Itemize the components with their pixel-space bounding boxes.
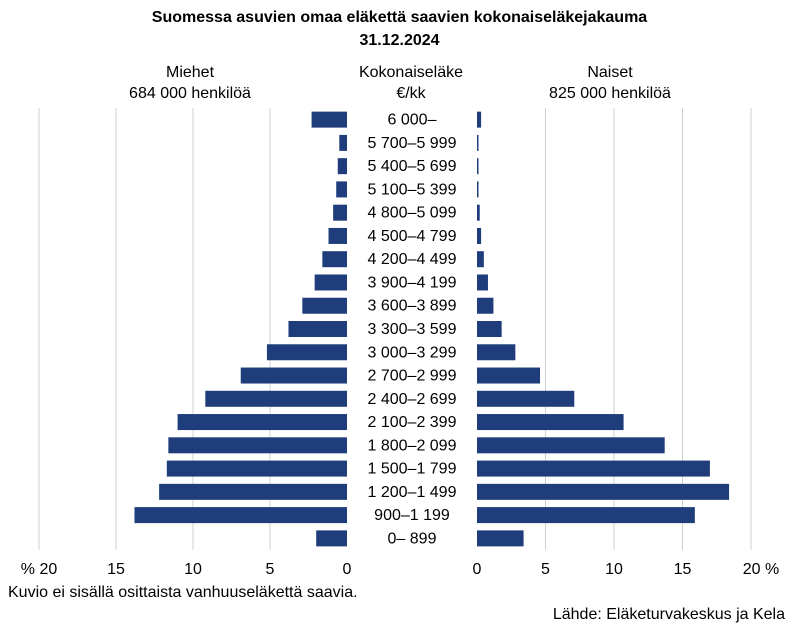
category-label: 4 500–4 799 [368, 228, 457, 245]
bar-miehet [205, 390, 347, 407]
bar-miehet [159, 483, 347, 500]
left-axis-tick: 0 [343, 561, 352, 578]
bar-naiset [477, 297, 494, 314]
category-label: 2 700–2 999 [368, 368, 457, 385]
category-label: 2 400–2 699 [368, 391, 457, 408]
category-label: 2 100–2 399 [368, 414, 457, 431]
category-label: 1 500–1 799 [368, 461, 457, 478]
category-label: 1 200–1 499 [368, 484, 457, 501]
right-axis-tick: 5 [541, 561, 550, 578]
category-label: 5 400–5 699 [368, 158, 457, 175]
left-axis-tick: 5 [266, 561, 275, 578]
bar-naiset [477, 460, 710, 477]
left-axis-tick: 10 [184, 561, 202, 578]
bar-naiset [477, 158, 479, 175]
center-label-line1: Kokonaiseläke [358, 64, 464, 81]
bar-naiset [477, 181, 479, 198]
category-label: 6 000– [388, 112, 437, 129]
bar-naiset [477, 414, 624, 431]
bar-naiset [477, 227, 482, 244]
bar-naiset [477, 251, 484, 268]
left-axis-tick: % 20 [21, 561, 58, 578]
bar-miehet [168, 437, 347, 454]
footnote: Kuvio ei sisällä osittaista vanhuuseläke… [8, 584, 358, 601]
category-label: 4 800–5 099 [368, 205, 457, 222]
bar-naiset [477, 321, 502, 337]
bar-naiset [477, 390, 575, 407]
bar-miehet [266, 344, 347, 361]
left-header-line1: Miehet [165, 64, 215, 81]
bar-miehet [336, 181, 347, 198]
category-label: 3 600–3 899 [368, 298, 457, 315]
category-label: 3 000–3 299 [368, 344, 457, 361]
bar-miehet [339, 134, 347, 151]
source-note: Lähde: Eläketurvakeskus ja Kela [552, 606, 785, 623]
bar-naiset [477, 274, 488, 291]
bar-naiset [477, 204, 480, 221]
bar-miehet [302, 297, 347, 314]
bar-miehet [337, 158, 347, 175]
category-label: 1 800–2 099 [368, 437, 457, 454]
chart-title-line2: 31.12.2024 [359, 32, 440, 49]
bar-miehet [240, 367, 347, 384]
category-label: 5 700–5 999 [368, 135, 457, 152]
right-axis-tick: 15 [674, 561, 692, 578]
bar-miehet [311, 111, 347, 128]
bar-naiset [477, 367, 541, 384]
right-axis-tick: 20 % [743, 561, 779, 578]
bar-miehet [288, 321, 347, 337]
category-label: 0– 899 [388, 530, 437, 547]
bar-naiset [477, 344, 516, 361]
category-label: 4 200–4 499 [368, 251, 457, 268]
bar-naiset [477, 530, 524, 547]
bar-miehet [177, 414, 347, 431]
bar-miehet [328, 227, 347, 244]
center-label-line2: €/kk [396, 85, 426, 102]
bar-miehet [314, 274, 347, 291]
bar-miehet [333, 204, 347, 221]
right-axis-tick: 10 [605, 561, 623, 578]
bar-naiset [477, 134, 479, 151]
chart-title-line1: Suomessa asuvien omaa eläkettä saavien k… [151, 9, 648, 26]
bar-miehet [322, 251, 347, 268]
bar-naiset [477, 483, 730, 500]
category-label: 900–1 199 [374, 507, 450, 524]
category-label: 5 100–5 399 [368, 181, 457, 198]
bar-miehet [166, 460, 347, 477]
category-label: 3 900–4 199 [368, 274, 457, 291]
left-axis-tick: 15 [107, 561, 125, 578]
bar-miehet [316, 530, 347, 547]
left-header-line2: 684 000 henkilöä [129, 85, 251, 102]
category-label: 3 300–3 599 [368, 321, 457, 338]
right-header-line2: 825 000 henkilöä [549, 85, 671, 102]
bar-naiset [477, 507, 695, 524]
right-axis-tick: 0 [473, 561, 482, 578]
bar-naiset [477, 111, 482, 128]
bar-miehet [134, 507, 347, 524]
right-header-line1: Naiset [587, 64, 633, 81]
bar-naiset [477, 437, 665, 454]
